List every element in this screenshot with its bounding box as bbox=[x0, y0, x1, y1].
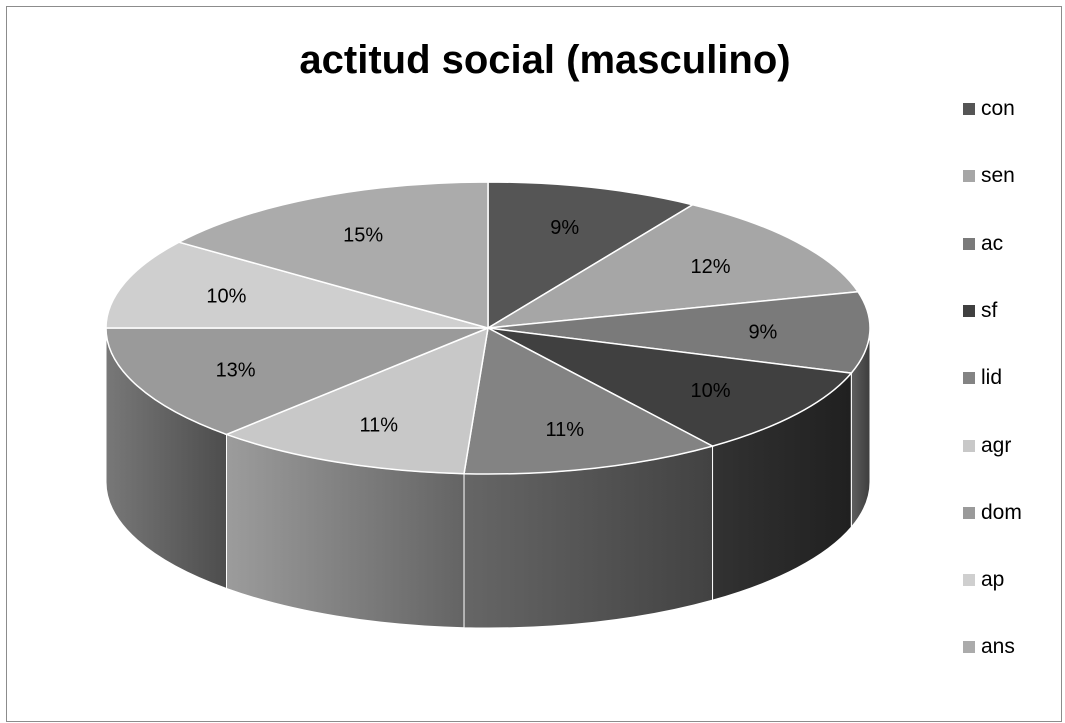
legend-label: con bbox=[981, 97, 1015, 120]
pie-slice-lid[interactable] bbox=[463, 326, 715, 475]
legend-label: agr bbox=[981, 433, 1012, 457]
pie-slice-agr[interactable] bbox=[224, 326, 489, 475]
legend-swatch bbox=[963, 439, 975, 452]
chart-title: actitud social (masculino) bbox=[299, 38, 791, 82]
legend-label: lid bbox=[981, 366, 1003, 390]
legend-label: sf bbox=[981, 298, 998, 322]
pie-slice-sf[interactable] bbox=[487, 327, 853, 447]
pie-slice-ap[interactable] bbox=[105, 241, 489, 329]
pie-slice-dom[interactable] bbox=[105, 327, 489, 436]
pie-label-lid: 11% bbox=[545, 419, 584, 441]
legend-label: ans bbox=[981, 635, 1015, 659]
pie-label-ap: 10% bbox=[206, 286, 246, 308]
pie-label-con: 9% bbox=[550, 217, 579, 239]
legend-item-dom: dom bbox=[963, 500, 1022, 526]
pie-side-walls bbox=[105, 327, 871, 629]
legend-swatch bbox=[963, 372, 975, 385]
pie-label-dom: 13% bbox=[216, 360, 256, 382]
legend-swatch bbox=[963, 103, 975, 115]
pie-slice-con[interactable] bbox=[487, 181, 695, 330]
legend-item-lid: lid bbox=[963, 365, 1002, 391]
legend-label: sen bbox=[981, 164, 1015, 188]
legend-item-con: con bbox=[963, 96, 1015, 122]
legend-label: dom bbox=[981, 500, 1022, 524]
pie-label-agr: 11% bbox=[359, 414, 398, 436]
legend-swatch bbox=[963, 506, 975, 519]
pie-slice-ans[interactable] bbox=[176, 181, 489, 329]
legend-swatch bbox=[963, 574, 975, 587]
pie-top bbox=[105, 181, 871, 475]
legend-item-ap: ap bbox=[963, 567, 1004, 593]
legend-label: ap bbox=[981, 568, 1005, 592]
pie-slice-sen[interactable] bbox=[487, 203, 860, 329]
pie-label-ans: 15% bbox=[343, 224, 383, 246]
legend-item-ans: ans bbox=[963, 634, 1015, 660]
legend-item-ac: ac bbox=[963, 231, 1003, 257]
legend-swatch bbox=[963, 237, 975, 250]
legend-swatch bbox=[963, 641, 975, 654]
legend-swatch bbox=[963, 170, 975, 183]
legend-swatch bbox=[963, 304, 975, 317]
pie-label-ac: 9% bbox=[748, 321, 777, 343]
pie-labels: 9% 12% 9% 10% 11% 11% 13% 10% 15% bbox=[206, 217, 777, 441]
legend-item-sen: sen bbox=[963, 163, 1015, 189]
pie-label-sf: 10% bbox=[690, 380, 730, 402]
pie-slice-ac[interactable] bbox=[487, 290, 871, 374]
legend-item-sf: sf bbox=[963, 298, 997, 324]
legend-label: ac bbox=[981, 231, 1004, 255]
legend-item-agr: agr bbox=[963, 433, 1011, 459]
pie-label-sen: 12% bbox=[690, 256, 730, 278]
